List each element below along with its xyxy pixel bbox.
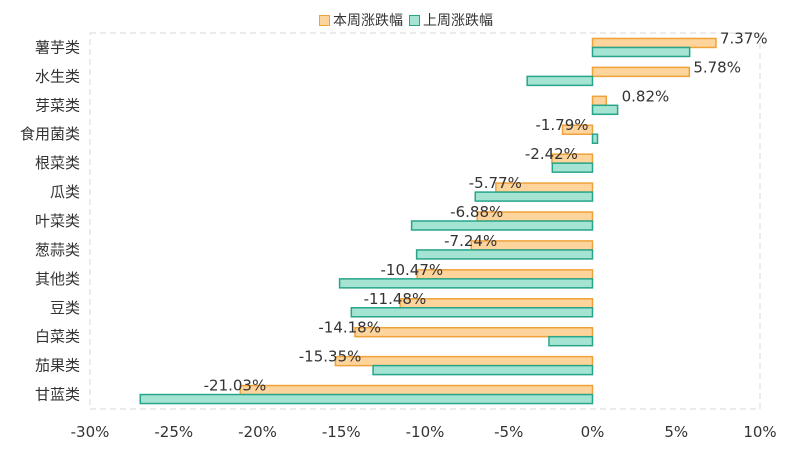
category-label: 瓜类 <box>50 183 80 201</box>
category-label: 叶菜类 <box>35 212 80 230</box>
bar-last-week[interactable] <box>551 162 594 173</box>
x-tick-label: -10% <box>406 423 445 441</box>
bar-this-week[interactable] <box>239 384 594 396</box>
bar-last-week[interactable] <box>591 46 691 58</box>
bar-this-week[interactable] <box>334 355 594 367</box>
bar-last-week[interactable] <box>548 335 594 347</box>
legend-label-this-week: 本周涨跌幅 <box>333 13 403 29</box>
category-label: 芽菜类 <box>35 96 80 114</box>
bar-this-week[interactable] <box>354 326 594 338</box>
legend-swatch-last-week <box>409 14 420 26</box>
category-label: 豆类 <box>50 299 80 317</box>
bar-this-week[interactable] <box>561 124 594 135</box>
category-label: 薯芋类 <box>35 38 80 56</box>
bar-last-week[interactable] <box>591 133 599 144</box>
bar-last-week[interactable] <box>372 364 594 376</box>
category-label: 根菜类 <box>35 154 80 172</box>
data-label: -2.42% <box>525 145 578 163</box>
category-label: 食用菌类 <box>20 125 80 143</box>
bar-last-week[interactable] <box>350 307 594 318</box>
bar-last-week[interactable] <box>338 278 594 289</box>
bar-last-week[interactable] <box>410 220 594 231</box>
category-label: 其他类 <box>35 270 80 288</box>
data-label: -1.79% <box>535 116 588 134</box>
category-label: 葱蒜类 <box>35 241 80 259</box>
bar-last-week[interactable] <box>591 104 619 116</box>
bar-this-week[interactable] <box>591 37 717 49</box>
data-label: -11.48% <box>364 290 427 308</box>
bar-last-week[interactable] <box>139 393 594 405</box>
data-label: -7.24% <box>444 232 497 250</box>
data-label: 7.37% <box>720 29 768 47</box>
legend-swatch-this-week <box>319 14 330 26</box>
x-tick-label: 0% <box>581 423 605 441</box>
category-label: 茄果类 <box>35 357 80 375</box>
category-label: 水生类 <box>35 67 80 85</box>
bar-last-week[interactable] <box>415 249 594 260</box>
legend-item-this-week[interactable]: 本周涨跌幅 <box>319 10 403 30</box>
data-label: -5.77% <box>469 174 522 192</box>
x-tick-label: -30% <box>71 423 110 441</box>
data-label: 5.78% <box>693 58 741 76</box>
legend-label-last-week: 上周涨跌幅 <box>423 13 493 29</box>
x-tick-label: -25% <box>154 423 193 441</box>
category-label: 白菜类 <box>35 328 80 346</box>
data-label: -6.88% <box>450 203 503 221</box>
data-label: -14.18% <box>318 319 381 337</box>
bar-this-week[interactable] <box>399 298 594 309</box>
x-tick-label: 10% <box>743 423 776 441</box>
legend-item-last-week[interactable]: 上周涨跌幅 <box>409 10 493 30</box>
data-label: 0.82% <box>622 87 670 105</box>
x-tick-label: 5% <box>664 423 688 441</box>
chart-legend: 本周涨跌幅 上周涨跌幅 <box>0 10 812 30</box>
x-tick-label: -15% <box>322 423 361 441</box>
bar-last-week[interactable] <box>474 191 594 202</box>
x-tick-label: -20% <box>238 423 277 441</box>
bar-this-week[interactable] <box>591 95 607 107</box>
data-label: -21.03% <box>204 377 267 395</box>
plot-border <box>89 32 761 410</box>
bar-last-week[interactable] <box>526 75 594 87</box>
x-tick-label: -5% <box>494 423 523 441</box>
data-label: -10.47% <box>381 261 444 279</box>
bar-this-week[interactable] <box>591 66 691 78</box>
category-label: 甘蓝类 <box>35 386 80 404</box>
bar-this-week[interactable] <box>416 269 594 280</box>
data-label: -15.35% <box>299 348 362 366</box>
